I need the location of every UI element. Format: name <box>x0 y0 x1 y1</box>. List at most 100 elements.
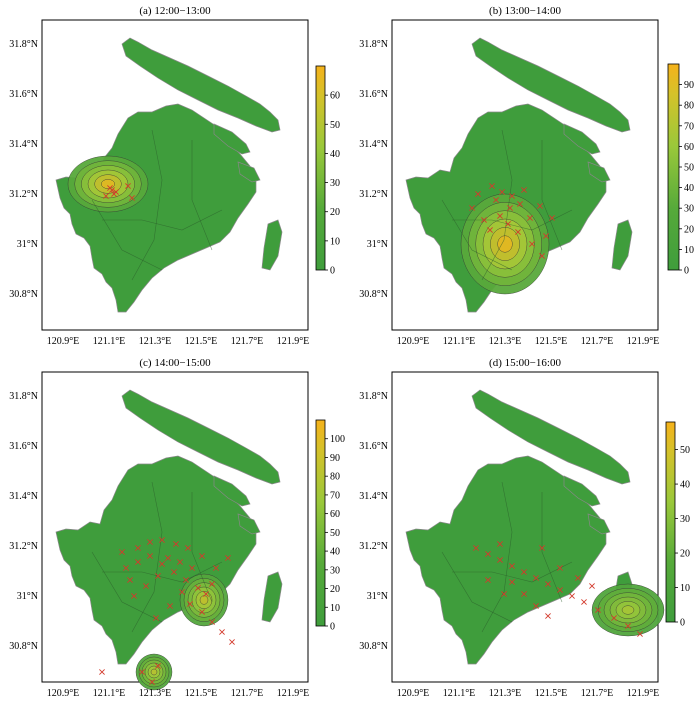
station-marker <box>135 559 141 565</box>
longitude-ticks: 120.9°E 121.1°E 121.3°E 121.5°E 121.7°E … <box>47 688 310 699</box>
colorbar-tick-label: 100 <box>330 434 345 445</box>
lat-tick-label: 31.6°N <box>9 89 38 100</box>
station-marker <box>517 201 523 207</box>
colorbar-tick-label: 10 <box>330 236 340 247</box>
station-marker <box>595 607 601 613</box>
chongming-island <box>121 389 281 485</box>
station-marker <box>475 191 481 197</box>
station-marker <box>159 561 165 567</box>
lat-tick-label: 31.6°N <box>359 441 388 452</box>
colorbar-tick-label: 70 <box>684 121 694 132</box>
map-shapes <box>405 37 633 313</box>
station-marker <box>557 587 563 593</box>
station-marker <box>533 575 539 581</box>
lon-tick-label: 121.5°E <box>535 688 568 699</box>
colorbar-bar <box>315 419 326 627</box>
panel-c: (c) 14:00−15:00 31.8°N 31.6°N 31.4°N 31.… <box>9 357 345 699</box>
longitude-ticks: 120.9°E 121.1°E 121.3°E 121.5°E 121.7°E … <box>47 336 310 347</box>
station-marker <box>543 233 549 239</box>
colorbar: 0 10 20 30 40 50 60 <box>315 65 340 277</box>
colorbar-tick-label: 70 <box>330 490 340 501</box>
station-marker <box>489 183 495 189</box>
lon-tick-label: 120.9°E <box>397 336 430 347</box>
station-marker <box>497 557 503 563</box>
lon-tick-label: 121.9°E <box>277 336 310 347</box>
station-marker <box>199 553 205 559</box>
district-boundary <box>102 561 223 583</box>
mainland <box>55 455 257 665</box>
station-marker <box>189 565 195 571</box>
latitude-ticks: 31.8°N 31.6°N 31.4°N 31.2°N 31°N 30.8°N <box>359 391 388 652</box>
colorbar-tick-label: 10 <box>684 245 694 256</box>
station-marker <box>147 553 153 559</box>
district-boundary <box>91 551 163 623</box>
mainland <box>405 455 607 665</box>
colorbar-tick-label: 20 <box>330 207 340 218</box>
station-marker <box>143 583 149 589</box>
lon-tick-label: 121.1°E <box>443 336 476 347</box>
panel-b: (b) 13:00−14:00 31.8°N 31.6°N 31.4°N 31.… <box>359 5 694 347</box>
colorbar-tick-label: 30 <box>330 565 340 576</box>
station-marker <box>123 565 129 571</box>
longitude-ticks: 120.9°E 121.1°E 121.3°E 121.5°E 121.7°E … <box>397 336 660 347</box>
station-marker <box>507 205 513 211</box>
latitude-ticks: 31.8°N 31.6°N 31.4°N 31.2°N 31°N 30.8°N <box>359 39 388 300</box>
colorbar-tick-label: 50 <box>330 528 340 539</box>
colorbar-tick-label: 0 <box>680 618 685 629</box>
panel-title: (a) 12:00−13:00 <box>139 5 211 17</box>
station-marker <box>557 565 563 571</box>
station-marker <box>589 583 595 589</box>
colorbar-tick-label: 80 <box>330 472 340 483</box>
station-marker <box>135 545 141 551</box>
lat-tick-label: 31°N <box>367 239 388 250</box>
station-marker <box>155 663 161 669</box>
islet <box>261 219 283 271</box>
chongming-island <box>471 389 631 485</box>
station-marker <box>533 603 539 609</box>
district-boundary <box>91 199 163 271</box>
lat-tick-label: 31.4°N <box>9 139 38 150</box>
station-marker <box>575 575 581 581</box>
islet <box>237 513 261 535</box>
map-shapes <box>55 389 283 691</box>
station-marker <box>173 541 179 547</box>
lon-tick-label: 120.9°E <box>47 688 80 699</box>
lat-tick-label: 30.8°N <box>359 641 388 652</box>
station-marker <box>529 241 535 247</box>
station-marker <box>199 609 205 615</box>
station-marker <box>481 217 487 223</box>
colorbar: 0 10 20 30 40 50 <box>665 421 690 629</box>
district-boundary <box>452 209 573 231</box>
station-marker <box>545 581 551 587</box>
lat-tick-label: 31.2°N <box>9 541 38 552</box>
lat-tick-label: 31.2°N <box>359 189 388 200</box>
colorbar-tick-label: 20 <box>330 584 340 595</box>
islet <box>237 161 261 183</box>
lon-tick-label: 121.7°E <box>231 336 264 347</box>
station-marker <box>539 253 545 259</box>
lon-tick-label: 121.9°E <box>277 688 310 699</box>
colorbar: 0 10 20 30 40 50 60 70 80 90 100 <box>315 419 345 633</box>
lon-tick-label: 121.1°E <box>93 688 126 699</box>
station-marker <box>509 563 515 569</box>
station-marker <box>179 589 185 595</box>
district-boundary <box>452 561 573 583</box>
colorbar-tick-label: 0 <box>330 266 335 277</box>
lon-tick-label: 121.9°E <box>627 336 660 347</box>
colorbar-tick-label: 20 <box>684 224 694 235</box>
station-marker <box>569 593 575 599</box>
colorbar-bar <box>315 65 326 271</box>
station-marker <box>527 215 533 221</box>
lon-tick-label: 120.9°E <box>397 688 430 699</box>
district-boundary <box>102 209 223 231</box>
colorbar-tick-label: 20 <box>680 549 690 560</box>
lat-tick-label: 31.6°N <box>9 441 38 452</box>
map-shapes <box>55 37 283 313</box>
colorbar-tick-label: 0 <box>684 266 689 277</box>
station-marker <box>509 193 515 199</box>
islet <box>261 571 283 623</box>
station-marker <box>107 185 113 191</box>
colorbar: 0 10 20 30 40 50 60 70 80 90 <box>667 63 694 277</box>
station-marker <box>129 195 135 201</box>
